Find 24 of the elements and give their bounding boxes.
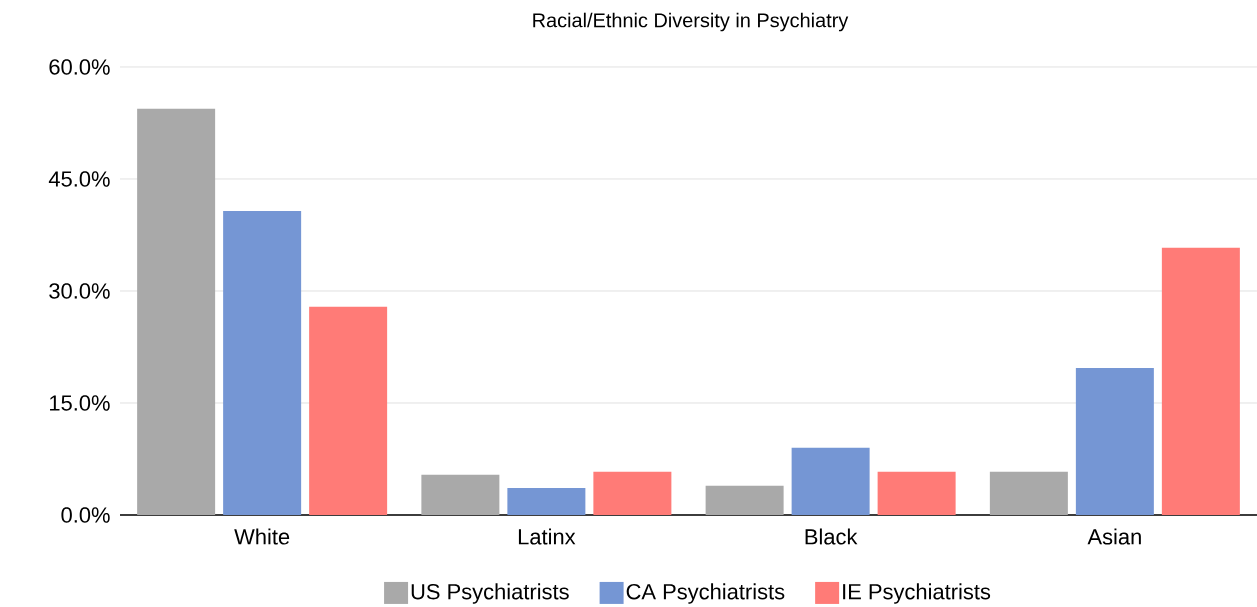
bar	[705, 485, 784, 515]
bar	[877, 471, 956, 515]
bar	[989, 471, 1068, 515]
legend-label: CA Psychiatrists	[626, 583, 785, 604]
x-tick-label: Latinx	[518, 528, 576, 545]
bar	[421, 474, 500, 515]
legend-label: IE Psychiatrists	[843, 583, 991, 604]
x-tick-label: White	[234, 528, 290, 545]
bar	[1075, 367, 1154, 515]
chart-title: Racial/Ethnic Diversity in Psychiatry	[533, 12, 849, 32]
bar	[593, 471, 672, 515]
y-tick-label: 30.0%	[49, 283, 110, 299]
legend-label: US Psychiatrists	[411, 583, 569, 604]
y-tick-label: 60.0%	[49, 59, 110, 75]
bar	[791, 447, 870, 515]
bar	[1161, 247, 1240, 515]
y-tick-label: 15.0%	[50, 395, 110, 411]
bar	[223, 211, 302, 515]
y-tick-label: 45.0%	[48, 171, 110, 187]
x-tick-label: Black	[805, 528, 858, 545]
bar	[507, 488, 586, 515]
x-tick-label: Asian	[1087, 528, 1141, 545]
y-tick-label: 0.0%	[61, 507, 110, 523]
bar	[309, 306, 388, 515]
